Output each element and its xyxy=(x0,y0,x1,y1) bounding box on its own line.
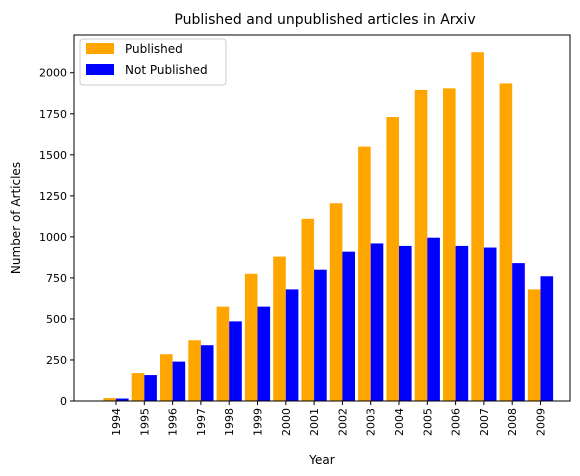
legend: Published Not Published xyxy=(79,38,227,86)
y-axis-label: Number of Articles xyxy=(9,162,23,274)
bar-not-published-2001 xyxy=(314,269,327,401)
x-tick-label: 2005 xyxy=(421,408,434,436)
x-axis-label: Year xyxy=(308,453,334,467)
bar-not-published-2002 xyxy=(342,251,355,401)
bar-published-2006 xyxy=(443,88,456,401)
bar-not-published-2004 xyxy=(399,245,412,401)
bar-not-published-2009 xyxy=(540,276,554,401)
y-tick-label: 1250 xyxy=(39,190,67,203)
bar-published-1996 xyxy=(160,354,173,401)
bar-published-1997 xyxy=(188,340,201,401)
bar-published-2002 xyxy=(329,203,343,401)
legend-box xyxy=(79,38,227,86)
bar-not-published-2003 xyxy=(370,243,384,401)
bar-published-1995 xyxy=(131,373,145,401)
bar-not-published-1997 xyxy=(200,345,214,401)
x-tick-label: 2002 xyxy=(336,408,349,436)
x-tick-label: 2007 xyxy=(478,408,491,436)
bars-group xyxy=(103,52,554,402)
x-tick-label: 2009 xyxy=(535,408,548,436)
y-tick-label: 0 xyxy=(60,395,67,408)
bar-not-published-1995 xyxy=(144,375,157,401)
y-tick-label: 2000 xyxy=(39,67,67,80)
bar-not-published-1999 xyxy=(257,306,271,401)
x-tick-label: 2004 xyxy=(393,408,406,436)
x-tick-label: 1998 xyxy=(223,408,236,436)
x-tick-label: 2008 xyxy=(506,408,519,436)
plot-frame xyxy=(73,34,571,402)
bar-published-2000 xyxy=(273,256,286,401)
bar-published-1998 xyxy=(216,306,230,401)
bar-published-2008 xyxy=(499,83,513,402)
legend-swatch-published xyxy=(86,43,114,54)
bar-published-2005 xyxy=(414,89,428,401)
x-tick-label: 2003 xyxy=(365,408,378,436)
bar-not-published-2006 xyxy=(455,245,469,401)
x-tick-label: 2001 xyxy=(308,408,321,436)
bar-published-2009 xyxy=(527,289,541,401)
x-tick-label: 2000 xyxy=(280,408,293,436)
bar-not-published-1998 xyxy=(229,321,242,401)
bar-published-1999 xyxy=(244,273,258,401)
bar-published-1994 xyxy=(103,398,116,401)
bar-published-2004 xyxy=(386,117,399,401)
legend-label: Not Published xyxy=(125,63,208,77)
x-tick-label: 1999 xyxy=(252,408,265,436)
legend-swatch-not-published xyxy=(86,64,114,75)
x-tick-label: 2006 xyxy=(450,408,463,436)
bar-not-published-2008 xyxy=(512,263,525,401)
y-tick-label: 1500 xyxy=(39,149,67,162)
y-tick-label: 250 xyxy=(46,354,67,367)
bar-published-2001 xyxy=(301,218,315,401)
x-tick-label: 1995 xyxy=(138,408,151,436)
bar-not-published-2005 xyxy=(427,237,440,401)
bar-not-published-2007 xyxy=(483,247,497,401)
y-tick-label: 1000 xyxy=(39,231,67,244)
chart-title: Published and unpublished articles in Ar… xyxy=(174,12,475,28)
legend-label: Published xyxy=(125,42,183,56)
y-axis: 0 250 500 750 1000 1250 1500 1750 2000 xyxy=(39,67,74,408)
bar-not-published-2000 xyxy=(285,289,299,401)
x-tick-label: 1997 xyxy=(195,408,208,436)
y-tick-label: 1750 xyxy=(39,108,67,121)
x-axis: 1994 1995 1996 1997 1998 1999 2000 2001 2002 2003… xyxy=(110,401,548,436)
bar-not-published-1996 xyxy=(172,361,186,401)
y-tick-label: 500 xyxy=(46,313,67,326)
bar-published-2003 xyxy=(358,146,371,401)
y-tick-label: 750 xyxy=(46,272,67,285)
x-tick-label: 1994 xyxy=(110,408,123,436)
bar-published-2007 xyxy=(471,52,484,401)
bar-not-published-1994 xyxy=(116,398,129,401)
x-tick-label: 1996 xyxy=(167,408,180,436)
